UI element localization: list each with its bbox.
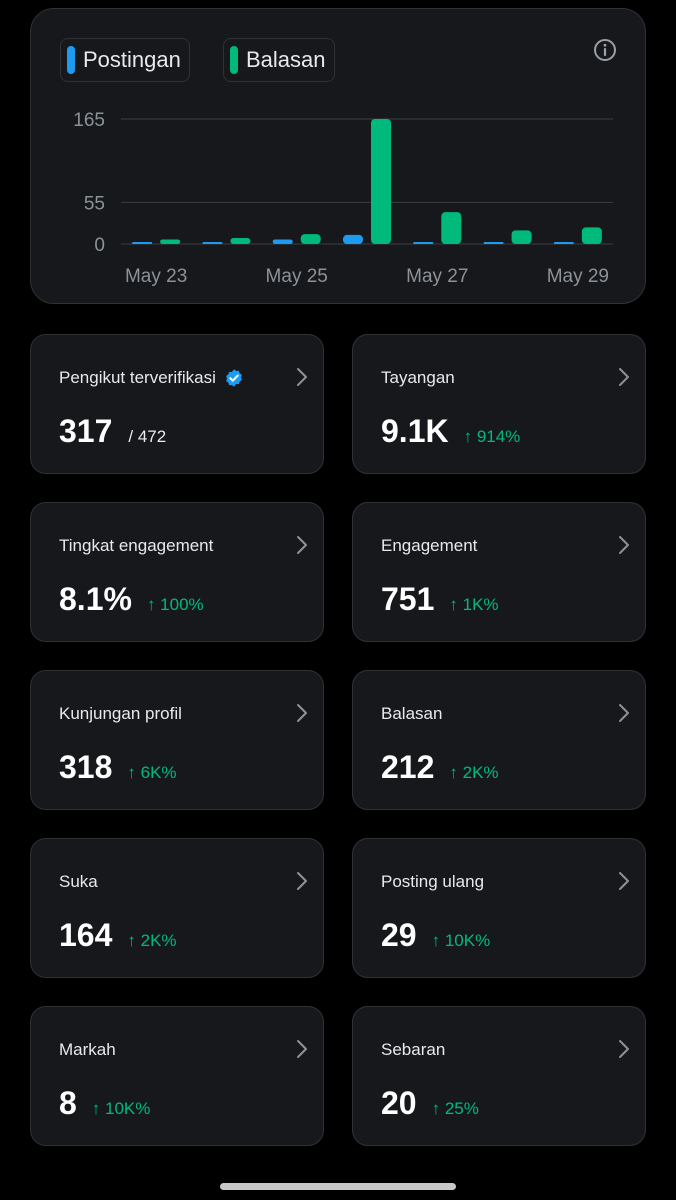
chevron-right-icon — [619, 536, 629, 554]
metric-card-kunjungan-profil[interactable]: Kunjungan profil 318 ↑ 6K% — [30, 670, 324, 810]
metric-card-tingkat-engagement[interactable]: Tingkat engagement 8.1% ↑ 100% — [30, 502, 324, 642]
metric-change: ↑ 6K% — [127, 763, 177, 782]
chevron-right-icon — [297, 536, 307, 554]
chevron-right-icon — [297, 1040, 307, 1058]
metric-value: 29 — [381, 917, 417, 953]
chevron-right-icon — [619, 704, 629, 722]
chevron-right-icon — [619, 872, 629, 890]
legend-balasan[interactable]: Balasan — [223, 38, 335, 82]
y-tick-label: 0 — [94, 235, 105, 256]
chevron-right-icon — [297, 368, 307, 386]
metric-label-text: Balasan — [381, 704, 443, 723]
y-tick-label: 55 — [84, 193, 105, 214]
legend-label-balasan: Balasan — [246, 47, 326, 72]
chevron-right-icon — [619, 368, 629, 386]
metric-label: Sebaran — [381, 1040, 445, 1060]
metric-value: 20 — [381, 1085, 417, 1121]
bar-postingan-may-29[interactable] — [553, 242, 574, 244]
metric-value: 751 — [381, 581, 435, 617]
metric-label-text: Tayangan — [381, 368, 455, 387]
metric-value: 9.1K — [381, 413, 449, 449]
bar-balasan-may-25[interactable] — [300, 234, 321, 244]
chevron-right-icon — [619, 1040, 629, 1058]
bar-postingan-may-26[interactable] — [343, 234, 363, 244]
legend-label-postingan: Postingan — [83, 47, 181, 72]
x-tick-label: May 23 — [125, 266, 187, 287]
metric-label: Markah — [59, 1040, 116, 1060]
metric-label-text: Posting ulang — [381, 872, 485, 891]
bar-postingan-may-27[interactable] — [413, 242, 434, 244]
metric-value: 8 — [59, 1085, 77, 1121]
metric-label: Posting ulang — [381, 872, 484, 892]
metric-change: ↑ 914% — [463, 427, 521, 446]
bar-postingan-may-23[interactable] — [132, 242, 153, 244]
bar-balasan-may-23[interactable] — [160, 239, 181, 244]
metric-card-balasan[interactable]: Balasan 212 ↑ 2K% — [352, 670, 646, 810]
metric-card-suka[interactable]: Suka 164 ↑ 2K% — [30, 838, 324, 978]
metric-change: ↑ 10K% — [91, 1099, 151, 1118]
metric-label: Tingkat engagement — [59, 536, 213, 556]
chevron-right-icon — [297, 704, 307, 722]
legend-postingan[interactable]: Postingan — [60, 38, 190, 82]
metric-label: Kunjungan profil — [59, 704, 182, 724]
bar-chart: 165 55 0 May 23 May 25 May 27 May 29 — [73, 110, 613, 287]
legend-swatch-balasan — [230, 46, 238, 74]
bar-postingan-may-25[interactable] — [272, 239, 293, 244]
metric-card-engagement[interactable]: Engagement 751 ↑ 1K% — [352, 502, 646, 642]
metric-label: Pengikut terverifikasi — [59, 368, 244, 388]
metric-card-markah[interactable]: Markah 8 ↑ 10K% — [30, 1006, 324, 1146]
metric-label: Suka — [59, 872, 98, 892]
metric-label-text: Markah — [59, 1040, 116, 1059]
bar-balasan-may-28[interactable] — [511, 230, 532, 244]
chart-card: Postingan Balasan 165 55 0 May 23 May 25 May … — [30, 8, 646, 304]
info-icon[interactable] — [593, 38, 617, 62]
metric-value: 317 — [59, 413, 113, 449]
bar-balasan-may-24[interactable] — [230, 237, 251, 244]
bar-postingan-may-28[interactable] — [483, 242, 504, 244]
metric-label: Balasan — [381, 704, 442, 724]
metric-change: ↑ 100% — [146, 595, 204, 614]
metric-card-sebaran[interactable]: Sebaran 20 ↑ 25% — [352, 1006, 646, 1146]
chevron-right-icon — [297, 872, 307, 890]
x-tick-label: May 27 — [406, 266, 468, 287]
metric-denominator: / 472 — [128, 427, 167, 446]
metric-card-pengikut-terverifikasi[interactable]: Pengikut terverifikasi 317 / 472 — [30, 334, 324, 474]
metric-value: 318 — [59, 749, 113, 785]
metric-label-text: Kunjungan profil — [59, 704, 182, 723]
metric-card-tayangan[interactable]: Tayangan 9.1K ↑ 914% — [352, 334, 646, 474]
metric-change: ↑ 1K% — [449, 595, 499, 614]
bar-balasan-may-26[interactable] — [371, 119, 391, 244]
metric-label: Tayangan — [381, 368, 455, 388]
metric-change: ↑ 25% — [431, 1099, 479, 1118]
metric-label-text: Tingkat engagement — [59, 536, 214, 555]
metric-value: 212 — [381, 749, 435, 785]
bar-postingan-may-24[interactable] — [202, 242, 223, 244]
metric-card-posting-ulang[interactable]: Posting ulang 29 ↑ 10K% — [352, 838, 646, 978]
home-indicator[interactable] — [220, 1183, 456, 1190]
metric-value: 164 — [59, 917, 113, 953]
bar-balasan-may-27[interactable] — [441, 212, 462, 244]
legend-swatch-postingan — [67, 46, 75, 74]
verified-badge-icon — [226, 369, 242, 387]
metric-change: ↑ 2K% — [127, 931, 177, 950]
metric-label-text: Pengikut terverifikasi — [59, 368, 216, 387]
metric-label: Engagement — [381, 536, 477, 556]
metric-change: ↑ 2K% — [449, 763, 499, 782]
y-tick-label: 165 — [73, 110, 105, 131]
metric-value: 8.1% — [59, 581, 132, 617]
bar-balasan-may-29[interactable] — [581, 227, 602, 244]
metric-label-text: Suka — [59, 872, 98, 891]
metric-change: ↑ 10K% — [431, 931, 491, 950]
x-tick-label: May 29 — [547, 266, 609, 287]
x-tick-label: May 25 — [266, 266, 328, 287]
metric-label-text: Engagement — [381, 536, 478, 555]
metric-label-text: Sebaran — [381, 1040, 446, 1059]
